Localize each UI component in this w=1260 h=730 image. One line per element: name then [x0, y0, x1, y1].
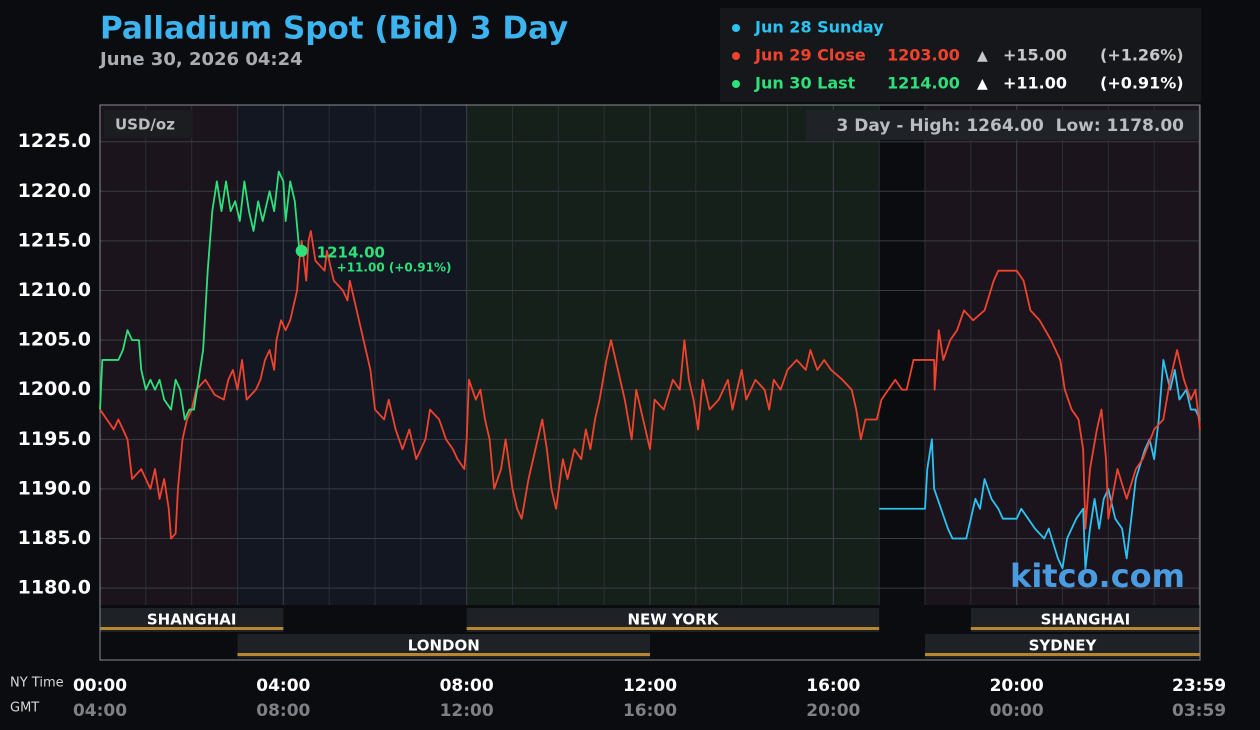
session-underline	[466, 627, 880, 630]
legend-label: Jun 30 Last	[754, 74, 856, 93]
series-line	[99, 230, 1201, 540]
legend-change: +15.00	[1003, 46, 1067, 65]
legend-price: 1203.00	[887, 46, 960, 65]
last-change-label: +11.00 (+0.91%)	[337, 260, 452, 274]
gmt-tick-label: 03:59	[1172, 701, 1226, 721]
y-tick-label: 1185.0	[18, 527, 91, 549]
legend-marker	[732, 52, 740, 60]
session-region	[100, 105, 238, 605]
chart-subtitle: June 30, 2026 04:24	[98, 49, 303, 70]
x-tick-label: 23:59	[1172, 676, 1226, 696]
session-label: SHANGHAI	[1041, 611, 1131, 629]
y-tick-label: 1225.0	[18, 130, 91, 152]
x-tick-label: 08:00	[440, 676, 494, 696]
session-label: SYDNEY	[1029, 637, 1098, 655]
x2-axis-label: GMT	[10, 701, 39, 716]
x-tick-label: 16:00	[806, 676, 860, 696]
range-label: 3 Day - High: 1264.00 Low: 1178.00	[837, 116, 1185, 136]
legend-percent: (+1.26%)	[1100, 46, 1184, 65]
unit-label: USD/oz	[115, 116, 175, 134]
legend-arrow: ▲	[977, 76, 988, 92]
gmt-tick-label: 12:00	[440, 701, 494, 721]
gmt-tick-label: 20:00	[806, 701, 860, 721]
x-tick-label: 12:00	[623, 676, 677, 696]
session-underline	[970, 627, 1200, 630]
x-tick-label: 00:00	[73, 676, 127, 696]
gmt-tick-label: 16:00	[623, 701, 677, 721]
y-tick-label: 1180.0	[18, 577, 91, 599]
session-region	[879, 105, 925, 605]
plot-frame	[99, 104, 1201, 661]
y-tick-label: 1205.0	[18, 329, 91, 351]
session-underline	[100, 627, 284, 630]
unit-box	[104, 110, 192, 138]
watermark: kitco.com	[1010, 557, 1185, 595]
gmt-tick-label: 00:00	[990, 701, 1044, 721]
x-tick-label: 20:00	[990, 676, 1044, 696]
session-label: LONDON	[408, 637, 480, 655]
series-line	[99, 170, 302, 421]
legend-arrow: ▲	[977, 48, 988, 64]
last-price-label: 1214.00	[317, 243, 385, 261]
session-region	[466, 105, 880, 605]
session-underline	[925, 653, 1200, 656]
legend-marker	[732, 24, 740, 32]
legend-change: +11.00	[1003, 74, 1067, 93]
session-label: SHANGHAI	[147, 611, 237, 629]
y-tick-label: 1195.0	[18, 428, 91, 450]
y-tick-label: 1210.0	[18, 279, 91, 301]
y-tick-label: 1220.0	[18, 180, 91, 202]
legend-marker	[732, 80, 740, 88]
y-tick-label: 1200.0	[18, 378, 91, 400]
range-box	[806, 110, 1198, 140]
y-tick-label: 1190.0	[18, 477, 91, 499]
session-underline	[237, 653, 650, 656]
gmt-tick-label: 08:00	[256, 701, 310, 721]
chart-title: Palladium Spot (Bid) 3 Day	[100, 11, 568, 47]
x-axis-label: NY Time	[10, 676, 64, 691]
legend-label: Jun 29 Close	[754, 46, 866, 65]
legend-label: Jun 28 Sunday	[754, 18, 884, 37]
legend-percent: (+0.91%)	[1100, 74, 1184, 93]
legend-price: 1214.00	[887, 74, 960, 93]
session-label: NEW YORK	[628, 611, 720, 629]
session-region	[237, 105, 467, 605]
gmt-tick-label: 04:00	[73, 701, 127, 721]
last-price-marker	[295, 244, 308, 257]
legend-box	[720, 8, 1201, 102]
y-tick-label: 1215.0	[18, 229, 91, 251]
x-tick-label: 04:00	[256, 676, 310, 696]
